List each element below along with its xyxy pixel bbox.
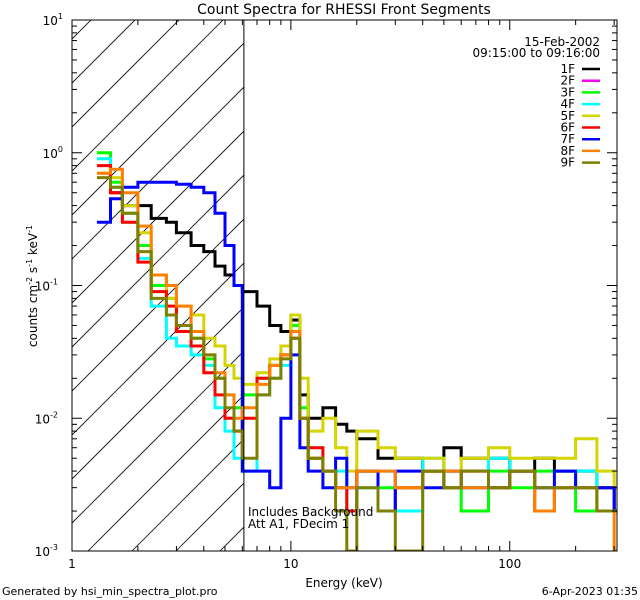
legend-label-3F: 3F bbox=[560, 85, 575, 99]
series-9F bbox=[96, 176, 617, 551]
hatch-line bbox=[72, 20, 136, 84]
hatch-line bbox=[131, 438, 244, 551]
annotation-attenuator: Att A1, FDecim 1 bbox=[248, 517, 349, 531]
x-tick-label: 10 bbox=[283, 557, 298, 571]
annotation-background: Includes Background bbox=[248, 505, 373, 519]
legend-label-9F: 9F bbox=[560, 156, 575, 170]
hatch-line bbox=[72, 174, 244, 348]
legend-label-5F: 5F bbox=[560, 109, 575, 123]
hatch-line bbox=[72, 20, 92, 40]
legend-label-2F: 2F bbox=[560, 74, 575, 88]
hatch-line bbox=[72, 306, 244, 480]
hatch-line bbox=[87, 394, 244, 551]
hatch-line bbox=[264, 0, 640, 551]
y-tick-label: 10-2 bbox=[35, 410, 58, 426]
hatch-line bbox=[72, 262, 244, 436]
hatch-line bbox=[396, 0, 640, 551]
hatch-line bbox=[219, 526, 244, 551]
hatched-region bbox=[72, 0, 640, 551]
footer-generated-by: Generated by hsi_min_spectra_plot.pro bbox=[2, 585, 218, 598]
x-axis-label: Energy (keV) bbox=[305, 576, 382, 590]
hatch-line bbox=[72, 130, 244, 304]
y-axis-label: counts cm-2 s-1 keV-1 bbox=[25, 225, 40, 347]
legend-label-6F: 6F bbox=[560, 121, 575, 135]
legend-label-4F: 4F bbox=[560, 97, 575, 111]
hatch-line bbox=[72, 218, 244, 392]
hatch-line bbox=[72, 86, 244, 260]
legend-label-1F: 1F bbox=[560, 62, 575, 76]
hatch-line bbox=[72, 350, 244, 524]
hatch-line bbox=[440, 0, 640, 551]
y-tick-label: 101 bbox=[43, 12, 63, 28]
hatch-line bbox=[72, 20, 224, 172]
time-range-label: 09:15:00 to 09:16:00 bbox=[473, 46, 600, 60]
series-1F bbox=[110, 191, 617, 513]
y-tick-label: 10-3 bbox=[35, 543, 58, 559]
y-tick-label: 100 bbox=[43, 145, 63, 161]
date-label: 15-Feb-2002 bbox=[524, 35, 600, 49]
svg-text:counts cm-2 s-1 keV-1: counts cm-2 s-1 keV-1 bbox=[25, 225, 40, 347]
x-tick-label: 1 bbox=[68, 557, 76, 571]
footer-timestamp: 6-Apr-2023 01:35 bbox=[542, 585, 638, 598]
x-tick-label: 100 bbox=[498, 557, 521, 571]
chart-title: Count Spectra for RHESSI Front Segments bbox=[197, 2, 491, 18]
y-tick-label: 10-1 bbox=[35, 278, 58, 294]
hatch-line bbox=[72, 42, 244, 216]
hatch-line bbox=[72, 20, 180, 128]
legend-label-7F: 7F bbox=[560, 132, 575, 146]
legend-label-8F: 8F bbox=[560, 144, 575, 158]
